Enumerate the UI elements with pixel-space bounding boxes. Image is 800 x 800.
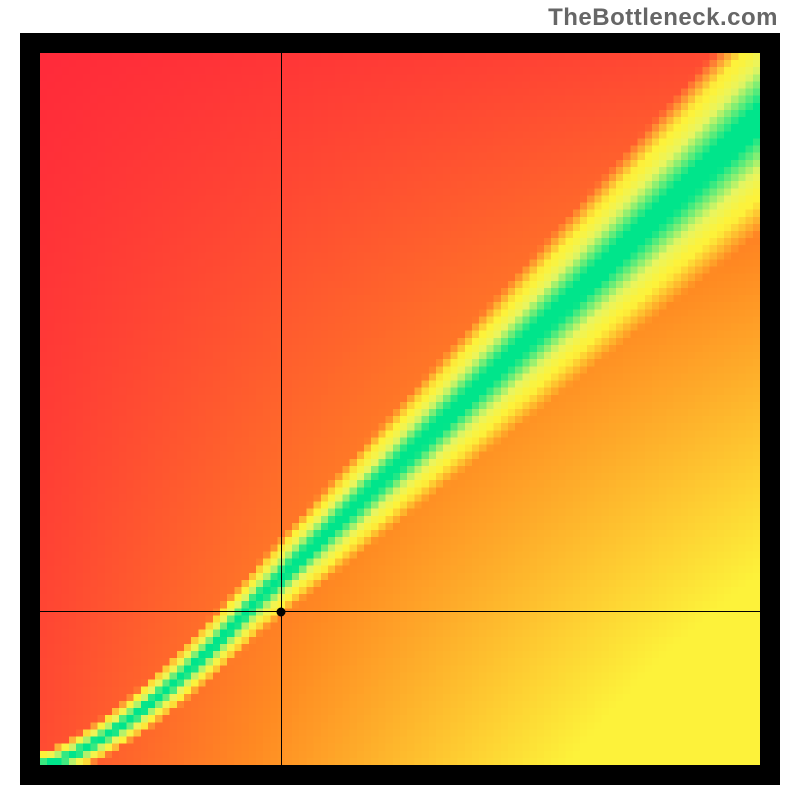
chart-container: { "watermark": "TheBottleneck.com", "lay… xyxy=(0,0,800,800)
crosshair-vertical xyxy=(281,53,282,765)
crosshair-marker xyxy=(277,607,286,616)
heatmap-canvas xyxy=(40,53,760,765)
crosshair-horizontal xyxy=(40,611,760,612)
watermark-text: TheBottleneck.com xyxy=(548,4,778,32)
